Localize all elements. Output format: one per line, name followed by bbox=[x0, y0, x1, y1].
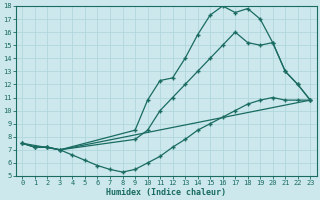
X-axis label: Humidex (Indice chaleur): Humidex (Indice chaleur) bbox=[106, 188, 226, 197]
